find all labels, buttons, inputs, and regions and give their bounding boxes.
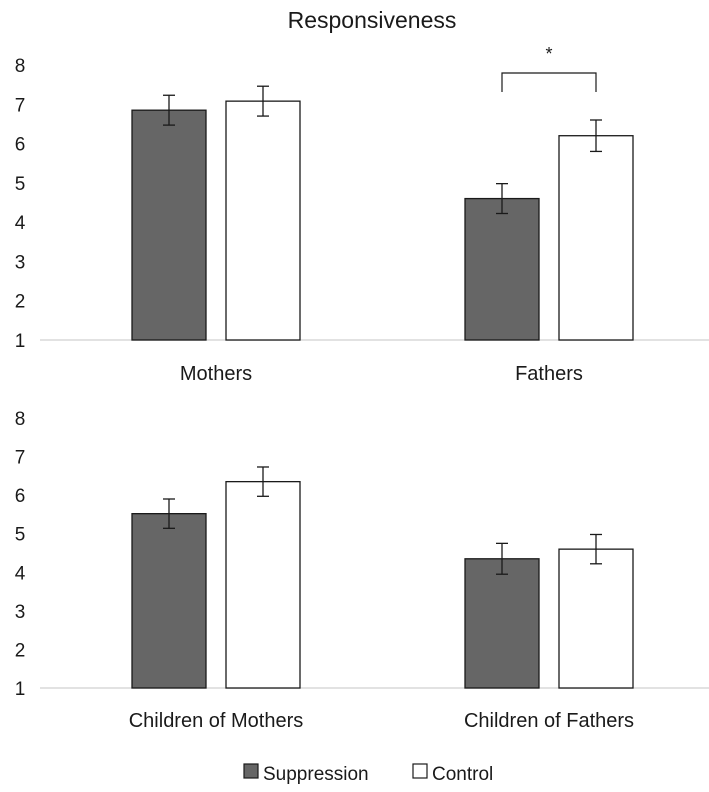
bar-suppression [131, 513, 207, 689]
y-tick-label: 4 [15, 563, 26, 584]
bar-suppression [464, 197, 540, 341]
chart-title: Responsiveness [288, 7, 457, 33]
legend-label-control: Control [432, 764, 493, 785]
y-tick-label: 1 [15, 679, 26, 700]
bar-suppression [464, 558, 540, 689]
y-tick-label: 6 [15, 135, 26, 156]
y-tick-label: 2 [15, 640, 26, 661]
y-tick-label: 1 [15, 331, 26, 352]
bar-suppression [131, 109, 207, 341]
legend-label-suppression: Suppression [263, 764, 369, 785]
panel-top: 1 2 3 4 5 6 7 8 Mothers Fathers * [15, 44, 709, 385]
category-label: Children of Mothers [129, 710, 304, 732]
y-tick-label: 4 [15, 213, 26, 234]
y-tick-label: 7 [15, 95, 26, 116]
significance-bracket [501, 72, 597, 92]
bar-control [225, 480, 301, 689]
y-tick-label: 3 [15, 252, 26, 273]
bar-control [558, 548, 634, 689]
legend: Suppression Control [243, 763, 493, 785]
y-tick-label: 8 [15, 56, 26, 77]
panel-bottom: 1 2 3 4 5 6 7 8 Children of Mothers Children of F… [15, 409, 709, 732]
y-tick-label: 8 [15, 409, 26, 430]
legend-swatch-control [412, 763, 428, 779]
y-tick-label: 7 [15, 448, 26, 469]
y-tick-label: 3 [15, 602, 26, 623]
category-label: Children of Fathers [464, 710, 634, 732]
bar-control [558, 135, 634, 341]
significance-marker: * [545, 44, 552, 64]
legend-swatch-suppression [243, 763, 259, 779]
category-label: Fathers [515, 363, 583, 385]
y-tick-label: 5 [15, 525, 26, 546]
bar-control [225, 100, 301, 341]
y-tick-label: 2 [15, 292, 26, 313]
y-tick-label: 5 [15, 174, 26, 195]
y-tick-label: 6 [15, 486, 26, 507]
category-label: Mothers [180, 363, 252, 385]
